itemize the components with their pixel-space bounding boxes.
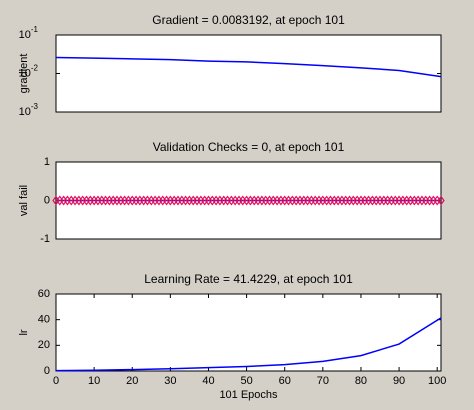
data-marker <box>437 195 445 206</box>
x-tick-label: 20 <box>126 375 138 387</box>
x-tick-label: 30 <box>164 375 176 387</box>
axes-title: Learning Rate = 41.4229, at epoch 101 <box>144 272 353 286</box>
axes-box <box>55 293 442 372</box>
axes-title: Gradient = 0.0083192, at epoch 101 <box>152 13 345 27</box>
y-tick-label: 10-2 <box>19 64 39 80</box>
y-tick-label: 10-1 <box>19 25 39 41</box>
y-tick-label: 10-3 <box>19 102 39 118</box>
x-tick-label: 80 <box>355 375 367 387</box>
y-tick-label: 40 <box>38 314 50 326</box>
axes-box <box>55 34 442 113</box>
axes-title: Validation Checks = 0, at epoch 101 <box>153 140 345 154</box>
x-tick-label: 100 <box>428 375 446 387</box>
y-tick-label: 0 <box>44 194 50 206</box>
x-tick-label: 70 <box>317 375 329 387</box>
x-tick-label: 60 <box>279 375 291 387</box>
y-tick-label: -1 <box>40 233 50 245</box>
y-axis-label: val fail <box>18 185 30 216</box>
y-axis-label: gradient <box>18 54 30 94</box>
x-tick-label: 50 <box>240 375 252 387</box>
y-tick-label: 20 <box>38 339 50 351</box>
y-tick-label: 0 <box>44 365 50 377</box>
x-axis-label: 101 Epochs <box>219 389 278 401</box>
x-tick-label: 90 <box>393 375 405 387</box>
x-tick-label: 0 <box>53 375 59 387</box>
data-line <box>55 56 442 78</box>
y-tick-label: 1 <box>44 156 50 168</box>
x-tick-label: 40 <box>202 375 214 387</box>
data-line <box>55 317 442 372</box>
y-tick-label: 60 <box>38 288 50 300</box>
y-axis-label: lr <box>18 329 30 335</box>
x-tick-label: 10 <box>88 375 100 387</box>
